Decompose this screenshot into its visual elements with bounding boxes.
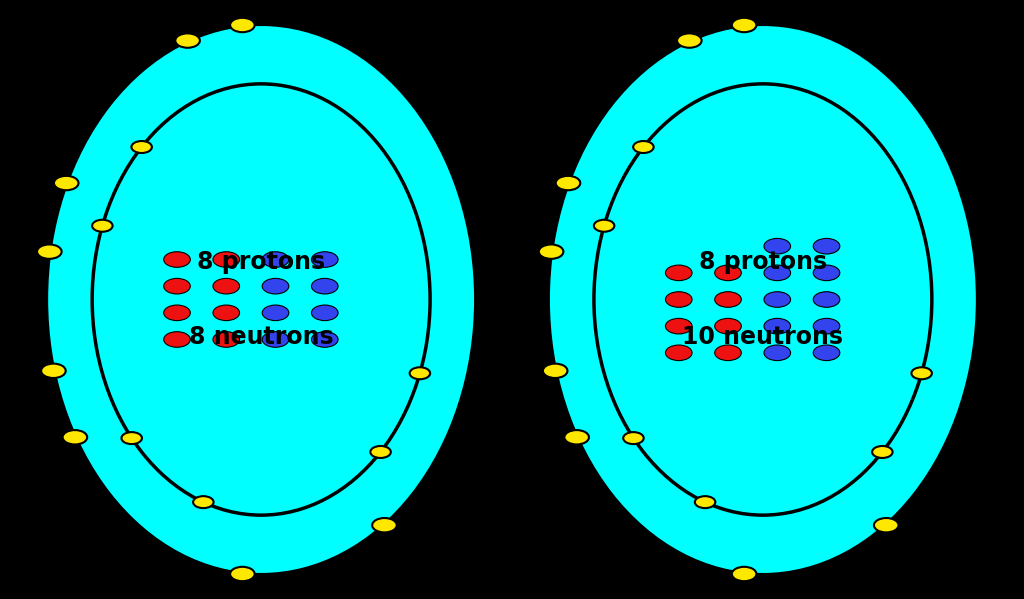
Circle shape xyxy=(564,430,589,444)
Circle shape xyxy=(764,238,791,254)
Circle shape xyxy=(92,220,113,232)
Circle shape xyxy=(732,18,757,32)
Circle shape xyxy=(677,34,701,48)
Circle shape xyxy=(594,220,614,232)
Circle shape xyxy=(813,238,840,254)
Circle shape xyxy=(732,567,757,581)
Circle shape xyxy=(372,518,396,533)
Ellipse shape xyxy=(46,24,476,575)
Circle shape xyxy=(213,332,240,347)
Circle shape xyxy=(213,252,240,267)
Circle shape xyxy=(633,141,653,153)
Circle shape xyxy=(262,332,289,347)
Circle shape xyxy=(666,345,692,361)
Circle shape xyxy=(371,446,391,458)
Ellipse shape xyxy=(548,24,978,575)
Circle shape xyxy=(539,244,563,259)
Circle shape xyxy=(37,244,61,259)
Circle shape xyxy=(230,567,255,581)
Circle shape xyxy=(262,252,289,267)
Circle shape xyxy=(715,292,741,307)
Circle shape xyxy=(556,176,581,190)
Circle shape xyxy=(764,318,791,334)
Circle shape xyxy=(164,332,190,347)
Circle shape xyxy=(666,265,692,281)
Text: 8 neutrons: 8 neutrons xyxy=(188,325,334,349)
Circle shape xyxy=(764,265,791,281)
Circle shape xyxy=(764,292,791,307)
Circle shape xyxy=(872,446,893,458)
Ellipse shape xyxy=(92,84,430,515)
Circle shape xyxy=(164,252,190,267)
Circle shape xyxy=(311,279,338,294)
Circle shape xyxy=(911,367,932,379)
Circle shape xyxy=(813,265,840,281)
Circle shape xyxy=(666,318,692,334)
Circle shape xyxy=(194,496,214,508)
Circle shape xyxy=(262,279,289,294)
Text: 8 protons: 8 protons xyxy=(698,250,827,274)
Circle shape xyxy=(813,292,840,307)
Circle shape xyxy=(410,367,430,379)
Circle shape xyxy=(813,345,840,361)
Circle shape xyxy=(164,305,190,320)
Circle shape xyxy=(230,18,255,32)
Circle shape xyxy=(311,332,338,347)
Circle shape xyxy=(715,318,741,334)
Circle shape xyxy=(175,34,200,48)
Circle shape xyxy=(41,364,66,378)
Circle shape xyxy=(213,279,240,294)
Circle shape xyxy=(164,279,190,294)
Ellipse shape xyxy=(594,84,932,515)
Circle shape xyxy=(873,518,898,533)
Circle shape xyxy=(54,176,79,190)
Circle shape xyxy=(311,305,338,320)
Circle shape xyxy=(122,432,142,444)
Circle shape xyxy=(715,345,741,361)
Circle shape xyxy=(695,496,716,508)
Circle shape xyxy=(62,430,87,444)
Circle shape xyxy=(131,141,152,153)
Circle shape xyxy=(543,364,567,378)
Circle shape xyxy=(311,252,338,267)
Circle shape xyxy=(813,318,840,334)
Circle shape xyxy=(262,305,289,320)
Circle shape xyxy=(764,345,791,361)
Circle shape xyxy=(213,305,240,320)
Circle shape xyxy=(715,265,741,281)
Text: 8 protons: 8 protons xyxy=(197,250,326,274)
Circle shape xyxy=(666,292,692,307)
Circle shape xyxy=(624,432,644,444)
Text: 10 neutrons: 10 neutrons xyxy=(682,325,844,349)
